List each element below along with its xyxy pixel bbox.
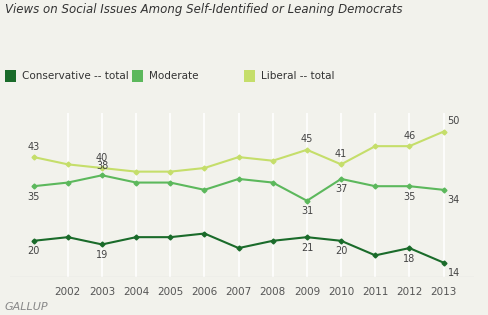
Text: GALLUP: GALLUP [5, 302, 48, 312]
Text: 14: 14 [447, 268, 459, 278]
Text: 38: 38 [96, 161, 108, 171]
Text: 20: 20 [334, 246, 346, 256]
Text: 21: 21 [300, 243, 312, 253]
Text: 31: 31 [300, 206, 312, 216]
Text: 41: 41 [334, 149, 346, 159]
Text: 18: 18 [403, 254, 415, 264]
Text: Moderate: Moderate [148, 71, 198, 81]
Text: 19: 19 [96, 250, 108, 260]
Text: Views on Social Issues Among Self-Identified or Leaning Democrats: Views on Social Issues Among Self-Identi… [5, 3, 402, 16]
Text: 35: 35 [27, 192, 40, 202]
Text: 40: 40 [96, 152, 108, 163]
Text: 43: 43 [27, 142, 40, 152]
Text: 50: 50 [447, 116, 459, 126]
Text: 20: 20 [27, 246, 40, 256]
Text: Conservative -- total: Conservative -- total [21, 71, 128, 81]
Text: 37: 37 [334, 184, 346, 194]
Text: 35: 35 [403, 192, 415, 202]
Text: 34: 34 [447, 195, 459, 205]
Text: 46: 46 [403, 131, 415, 141]
Text: 45: 45 [300, 134, 312, 144]
Text: Liberal -- total: Liberal -- total [261, 71, 334, 81]
